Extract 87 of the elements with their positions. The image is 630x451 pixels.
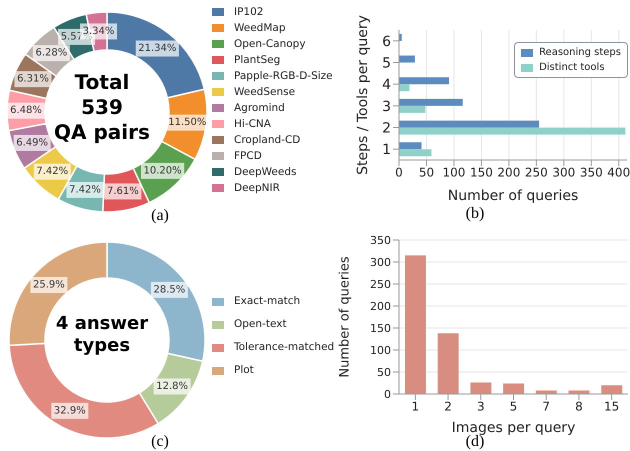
data-label: 10.20%: [144, 165, 182, 176]
data-label: 7.42%: [36, 166, 68, 178]
text: Total 539 QA pairs: [54, 70, 150, 144]
bar: [438, 333, 459, 394]
x-tick-label: 7: [542, 400, 550, 414]
data-label: 7.61%: [106, 186, 139, 197]
legend-label: DeepNIR: [234, 181, 280, 196]
bar: [399, 128, 626, 135]
y-tick-label: 0: [384, 388, 391, 401]
x-tick-label: 250: [524, 166, 548, 180]
y-tick-label: 150: [370, 322, 391, 335]
x-tick-label: 150: [470, 166, 493, 180]
x-tick-label: 2: [444, 400, 452, 414]
y-tick-label: 300: [370, 256, 391, 269]
legend-label: Cropland-CD: [234, 133, 300, 148]
legend-label: Plot: [234, 363, 254, 378]
x-tick-label: 3: [476, 400, 485, 414]
x-tick-label: 1: [412, 400, 420, 414]
legend-label: Reasoning steps: [539, 46, 621, 60]
x-tick-label: 300: [552, 166, 576, 180]
data-label: 5.57%: [60, 31, 92, 42]
bar: [399, 142, 422, 150]
x-tick-label: 5: [510, 400, 518, 414]
x-tick-label: 100: [442, 166, 466, 180]
text: (c): [150, 433, 170, 451]
x-tick-label: 0: [395, 166, 403, 180]
data-label: 7.42%: [69, 184, 101, 196]
bar: [503, 383, 524, 394]
bar: [399, 120, 540, 128]
bar: [399, 98, 463, 106]
x-tick-label: 15: [604, 400, 620, 414]
y-tick-label: 2: [382, 120, 391, 136]
data-label: 11.50%: [168, 117, 206, 128]
y-tick-label: 4: [382, 77, 392, 94]
bar: [399, 77, 449, 84]
data-label: 25.9%: [33, 280, 65, 291]
y-axis-title: Steps / Tools per query: [354, 15, 371, 175]
text: 4 answer types: [56, 312, 148, 356]
data-label: 12.8%: [156, 380, 188, 392]
legend-label: Agromind: [234, 101, 285, 116]
data-label: 6.28%: [35, 48, 68, 59]
y-tick-label: 3: [382, 98, 391, 115]
legend-label: Open-text: [234, 317, 287, 332]
y-tick-label: 350: [370, 234, 391, 247]
text: (a): [150, 207, 170, 225]
y-tick-label: 100: [370, 344, 391, 357]
x-tick-label: 400: [607, 166, 630, 180]
legend-label: Papple-RGB-D-Size: [234, 69, 333, 84]
bar: [601, 385, 622, 394]
legend-label: Open-Canopy: [234, 37, 306, 52]
y-tick-label: 6: [382, 34, 392, 50]
data-label: 6.48%: [10, 105, 42, 116]
bar: [399, 106, 426, 113]
data-label: 6.31%: [17, 74, 49, 85]
y-tick-label: 250: [370, 278, 391, 291]
bar: [399, 149, 432, 156]
x-axis-title: Number of queries: [448, 188, 578, 204]
x-tick-label: 200: [497, 166, 520, 180]
data-label: 21.34%: [138, 43, 176, 54]
y-tick-label: 50: [377, 366, 391, 379]
x-axis-title: Images per query: [452, 420, 576, 436]
y-tick-label: 1: [382, 142, 391, 158]
y-tick-label: 5: [382, 55, 391, 72]
data-label: 6.49%: [16, 137, 48, 148]
x-tick-label: 350: [580, 166, 603, 180]
legend-label: WeedMap: [234, 21, 286, 36]
legend-label: Tolerance-matched: [234, 340, 334, 355]
data-label: 32.9%: [54, 405, 86, 416]
bar: [399, 56, 415, 63]
legend-label: Distinct tools: [539, 61, 605, 75]
legend-label: DeepWeeds: [234, 165, 296, 180]
legend-label: IP102: [234, 5, 264, 20]
legend-label: PlantSeg: [234, 53, 280, 68]
bar: [405, 255, 426, 394]
y-axis-title: Number of queries: [338, 256, 353, 378]
text: (b): [464, 205, 486, 223]
legend-label: Hi-CNA: [234, 117, 271, 132]
x-tick-label: 50: [418, 166, 434, 180]
legend-label: Exact-match: [234, 294, 300, 309]
y-tick-label: 200: [370, 300, 391, 313]
bar: [470, 382, 492, 394]
x-tick-label: 8: [575, 400, 583, 414]
legend-label: FPCD: [234, 149, 262, 164]
data-label: 28.5%: [154, 284, 186, 296]
text: (d): [466, 433, 484, 451]
bar: [399, 84, 410, 92]
legend-label: WeedSense: [234, 85, 296, 100]
